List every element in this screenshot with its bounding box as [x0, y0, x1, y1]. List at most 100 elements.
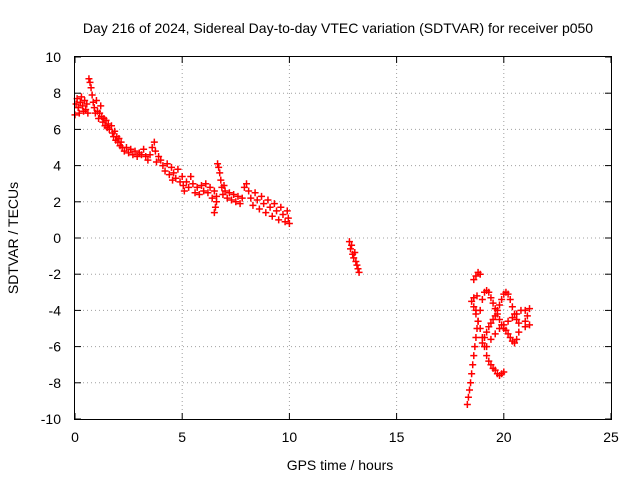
data-point — [174, 165, 182, 173]
data-point — [474, 317, 482, 325]
data-point — [225, 189, 233, 197]
data-point — [210, 209, 218, 217]
data-point — [249, 201, 257, 209]
y-tick-label: -8 — [49, 375, 62, 391]
y-tick-label: 6 — [53, 121, 61, 137]
data-point — [178, 172, 186, 180]
data-point — [500, 321, 508, 329]
data-point — [526, 321, 534, 329]
data-point — [92, 96, 100, 104]
data-point — [238, 194, 246, 202]
data-point — [508, 314, 516, 322]
data-point — [472, 334, 480, 342]
x-tick-label: 0 — [71, 429, 79, 445]
data-point — [165, 171, 173, 179]
data-point — [476, 306, 484, 314]
chart-title: Day 216 of 2024, Sidereal Day-to-day VTE… — [83, 20, 593, 36]
data-points — [71, 75, 534, 409]
data-point — [523, 312, 531, 320]
data-point — [264, 196, 272, 204]
data-point — [268, 212, 276, 220]
data-point — [515, 319, 523, 327]
data-point — [270, 200, 278, 208]
data-point — [111, 127, 119, 135]
data-point — [204, 189, 212, 197]
data-point — [485, 323, 493, 331]
data-point — [348, 241, 356, 249]
data-point — [72, 100, 80, 108]
data-point — [491, 330, 499, 338]
data-point — [521, 306, 529, 314]
data-point — [75, 109, 83, 117]
data-point — [161, 167, 169, 175]
data-point — [127, 145, 135, 153]
data-point — [487, 294, 495, 302]
data-point — [216, 169, 224, 177]
data-point — [208, 194, 216, 202]
data-point — [129, 151, 137, 159]
data-point — [84, 109, 92, 117]
data-point — [215, 163, 223, 171]
data-point — [172, 174, 180, 182]
data-point — [273, 207, 281, 215]
data-point — [189, 180, 197, 188]
data-point — [478, 296, 486, 304]
data-point — [502, 326, 510, 334]
data-point — [468, 370, 476, 378]
data-point — [468, 297, 476, 305]
data-point — [521, 323, 529, 331]
data-point — [483, 343, 491, 351]
data-point — [202, 180, 210, 188]
data-point — [193, 183, 201, 191]
data-point — [243, 180, 251, 188]
data-point — [506, 296, 514, 304]
data-point — [251, 189, 259, 197]
y-tick-label: 2 — [53, 194, 61, 210]
data-point — [504, 330, 512, 338]
data-point — [469, 361, 477, 369]
data-point — [255, 205, 263, 213]
data-point — [213, 198, 221, 206]
data-point — [76, 98, 84, 106]
data-point — [179, 182, 187, 190]
y-axis-label: SDTVAR / TECUs — [5, 182, 21, 294]
data-point — [232, 198, 240, 206]
data-point — [345, 238, 353, 246]
data-point — [247, 194, 255, 202]
data-point — [125, 149, 133, 157]
x-tick-label: 25 — [603, 429, 619, 445]
data-point — [470, 352, 478, 360]
data-point — [185, 183, 193, 191]
data-point — [260, 200, 268, 208]
data-point — [496, 301, 504, 309]
data-point — [79, 102, 87, 110]
data-point — [485, 357, 493, 365]
data-point — [281, 218, 289, 226]
data-point — [245, 187, 253, 195]
x-tick-label: 5 — [178, 429, 186, 445]
y-tick-label: -4 — [49, 302, 62, 318]
data-point — [279, 210, 287, 218]
data-point — [513, 310, 521, 318]
data-point — [148, 144, 156, 151]
data-point — [140, 145, 148, 153]
data-point — [206, 183, 214, 191]
data-point — [347, 245, 355, 253]
data-point — [240, 183, 248, 191]
data-point — [142, 153, 150, 161]
data-point — [513, 335, 521, 343]
data-point — [228, 196, 236, 204]
data-point — [180, 187, 188, 195]
y-tick-label: 8 — [53, 85, 61, 101]
data-point — [107, 122, 115, 130]
data-point — [197, 182, 205, 190]
data-point — [350, 254, 358, 262]
data-point — [221, 187, 229, 195]
data-point — [83, 100, 91, 108]
data-point — [120, 147, 128, 155]
data-point — [483, 352, 491, 360]
data-point — [219, 191, 227, 199]
data-point — [151, 147, 159, 155]
data-point — [352, 258, 360, 266]
